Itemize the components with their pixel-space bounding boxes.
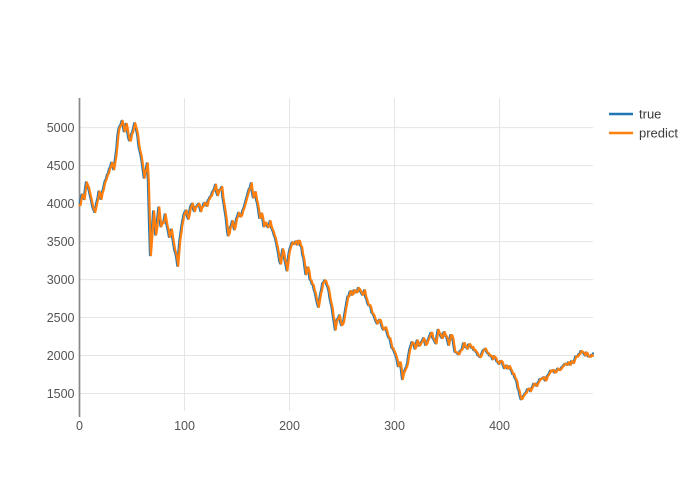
series-line-true[interactable] [78,119,594,401]
y-tick-label: 3000 [47,273,75,287]
x-tick-label: 400 [489,419,510,433]
y-tick-label: 4000 [47,197,75,211]
y-tick-label: 3500 [47,235,75,249]
legend-label-predict[interactable]: predict [639,126,678,141]
y-tick-label: 1500 [47,387,75,401]
y-tick-label: 4500 [47,159,75,173]
y-tick-label: 2500 [47,311,75,325]
x-tick-label: 100 [174,419,195,433]
legend: true predict [609,107,678,141]
series-lines [78,119,595,401]
axis-tick-labels: 1500 2000 2500 3000 3500 4000 4500 5000 0 100 200 3… [47,121,510,433]
gridlines [79,98,593,411]
x-tick-label: 200 [279,419,300,433]
y-tick-label: 2000 [47,349,75,363]
series-line-predict[interactable] [78,119,595,401]
legend-label-true[interactable]: true [639,107,661,122]
x-tick-label: 0 [76,419,83,433]
x-tick-label: 300 [384,419,405,433]
y-tick-label: 5000 [47,121,75,135]
